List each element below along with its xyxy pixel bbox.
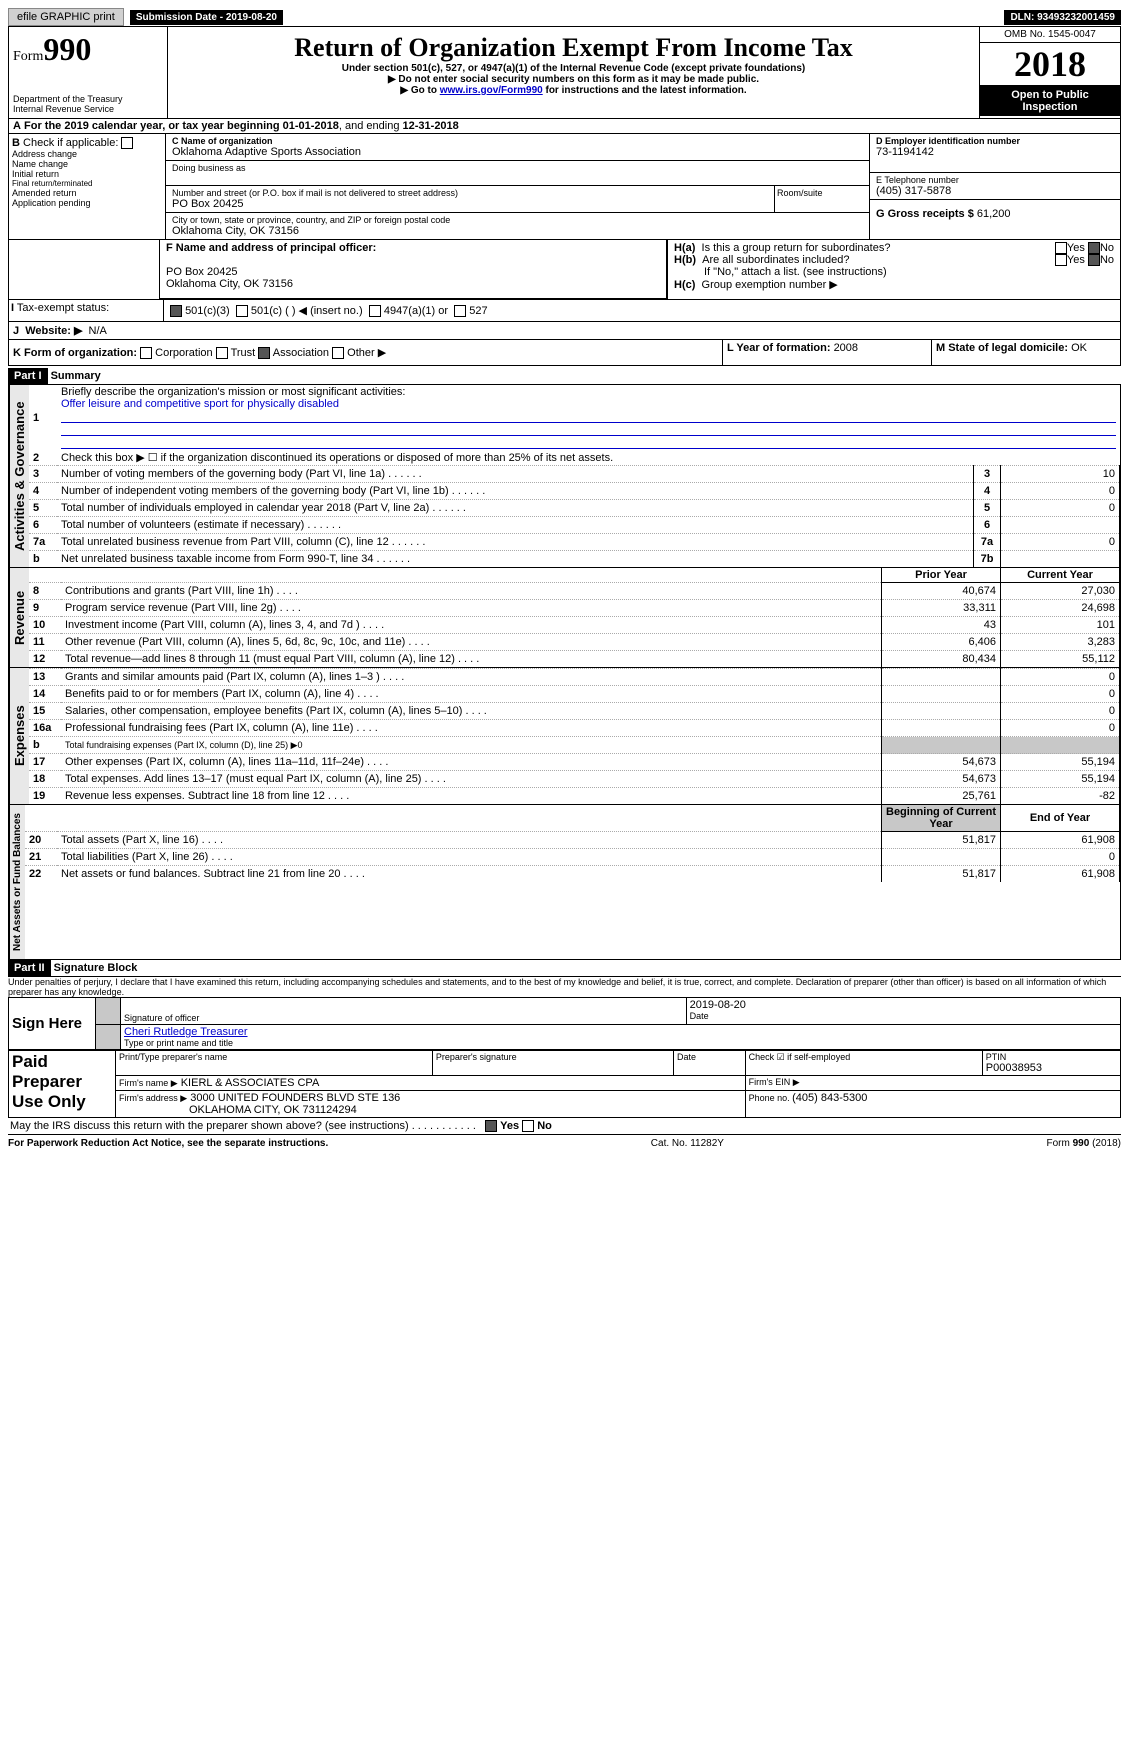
sub1: Under section 501(c), 527, or 4947(a)(1)… (174, 63, 973, 74)
gross-receipts: 61,200 (977, 208, 1011, 220)
form-title: Return of Organization Exempt From Incom… (174, 33, 973, 63)
part2-badge: Part II (8, 960, 51, 976)
top-bar: efile GRAPHIC print Submission Date - 20… (8, 8, 1121, 26)
form-label: Form990 (13, 31, 163, 68)
submission-box: Submission Date - 2019-08-20 (130, 10, 283, 25)
year: 2018 (980, 43, 1120, 86)
phone: (405) 317-5878 (876, 185, 1114, 197)
sub3: ▶ Go to www.irs.gov/Form990 for instruct… (174, 85, 973, 96)
vlabel-ag: Activities & Governance (9, 385, 29, 567)
ein: 73-1194142 (876, 146, 1114, 158)
row-fhi: F Name and address of principal officer:… (8, 240, 1121, 300)
dept-2: Internal Revenue Service (13, 104, 163, 114)
dept-1: Department of the Treasury (13, 94, 163, 104)
efile-badge: efile GRAPHIC print (8, 8, 124, 26)
info-grid: B Check if applicable: Address change Na… (8, 134, 1121, 240)
checkbox-icon[interactable] (121, 137, 133, 149)
sub2: ▶ Do not enter social security numbers o… (174, 74, 973, 85)
irs-link[interactable]: www.irs.gov/Form990 (440, 85, 543, 96)
row-a: A For the 2019 calendar year, or tax yea… (8, 119, 1121, 134)
omb: OMB No. 1545-0047 (980, 27, 1120, 43)
vlabel-rev: Revenue (9, 568, 29, 667)
vlabel-exp: Expenses (9, 668, 29, 804)
org-name: Oklahoma Adaptive Sports Association (172, 146, 863, 158)
sec-b-label: B Check if applicable: (12, 137, 162, 149)
vlabel-na: Net Assets or Fund Balances (9, 805, 25, 959)
check-icon[interactable] (1088, 242, 1100, 254)
header-block: Form990 Department of the Treasury Inter… (8, 26, 1121, 119)
open-public: Open to Public Inspection (980, 86, 1120, 116)
org-addr: PO Box 20425 (172, 198, 768, 210)
dln-box: DLN: 93493232001459 (1004, 10, 1121, 25)
sign-table: Sign Here Signature of officer 2019-08-2… (8, 997, 1121, 1050)
part1-badge: Part I (8, 368, 48, 384)
preparer-table: Paid Preparer Use Only Print/Type prepar… (8, 1050, 1121, 1118)
org-city: Oklahoma City, OK 73156 (172, 225, 863, 237)
